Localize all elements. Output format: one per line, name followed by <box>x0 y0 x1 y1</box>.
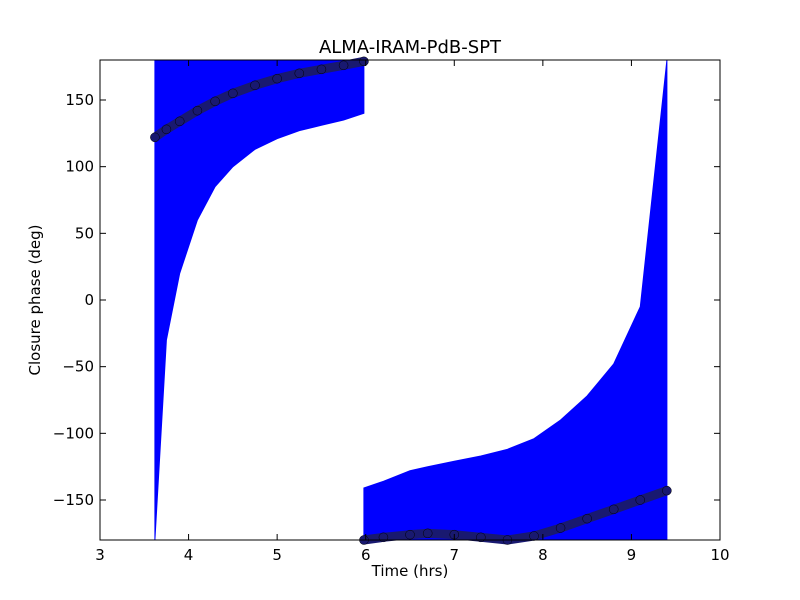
y-tick-label: −150 <box>53 491 94 509</box>
data-point <box>405 529 415 540</box>
y-tick-label: −50 <box>62 358 94 376</box>
data-point <box>228 88 238 99</box>
data-point <box>662 485 672 496</box>
x-axis-label: Time (hrs) <box>371 562 449 580</box>
y-tick-label: 100 <box>65 158 94 176</box>
x-axis-ticks: 3 4 5 6 7 8 9 10 <box>95 60 730 564</box>
x-tick-label: 3 <box>95 546 105 564</box>
errorbar-layer <box>154 59 668 541</box>
data-point <box>608 504 619 515</box>
data-point <box>174 116 185 127</box>
x-tick-label: 10 <box>710 546 729 564</box>
chart-title: ALMA-IRAM-PdB-SPT <box>319 37 502 58</box>
data-point <box>161 124 172 135</box>
data-point <box>529 531 539 541</box>
y-tick-label: 50 <box>75 224 94 242</box>
data-point <box>359 56 369 67</box>
x-tick-label: 6 <box>361 546 371 564</box>
data-point <box>582 513 592 524</box>
data-point <box>316 64 327 75</box>
data-point <box>422 528 433 539</box>
y-axis-label: Closure phase (deg) <box>26 225 44 376</box>
data-point <box>294 68 305 79</box>
data-point <box>338 60 349 71</box>
errorbar-band-2 <box>363 59 668 541</box>
y-tick-label: −100 <box>53 424 94 442</box>
x-tick-label: 5 <box>272 546 282 564</box>
errorbar-band-1 <box>154 59 365 541</box>
x-tick-label: 8 <box>538 546 548 564</box>
x-tick-label: 9 <box>627 546 637 564</box>
x-tick-label: 4 <box>184 546 194 564</box>
y-axis-ticks: −150 −100 −50 0 50 100 150 <box>53 91 720 509</box>
data-point <box>250 80 260 91</box>
data-point <box>555 523 566 533</box>
x-tick-label: 7 <box>450 546 460 564</box>
y-tick-label: 0 <box>84 291 94 309</box>
data-point <box>150 132 160 143</box>
data-points-layer <box>150 56 672 545</box>
y-tick-label: 150 <box>65 91 94 109</box>
data-point <box>210 96 220 107</box>
data-point <box>635 495 646 505</box>
data-point <box>192 105 203 116</box>
data-point <box>272 73 282 84</box>
